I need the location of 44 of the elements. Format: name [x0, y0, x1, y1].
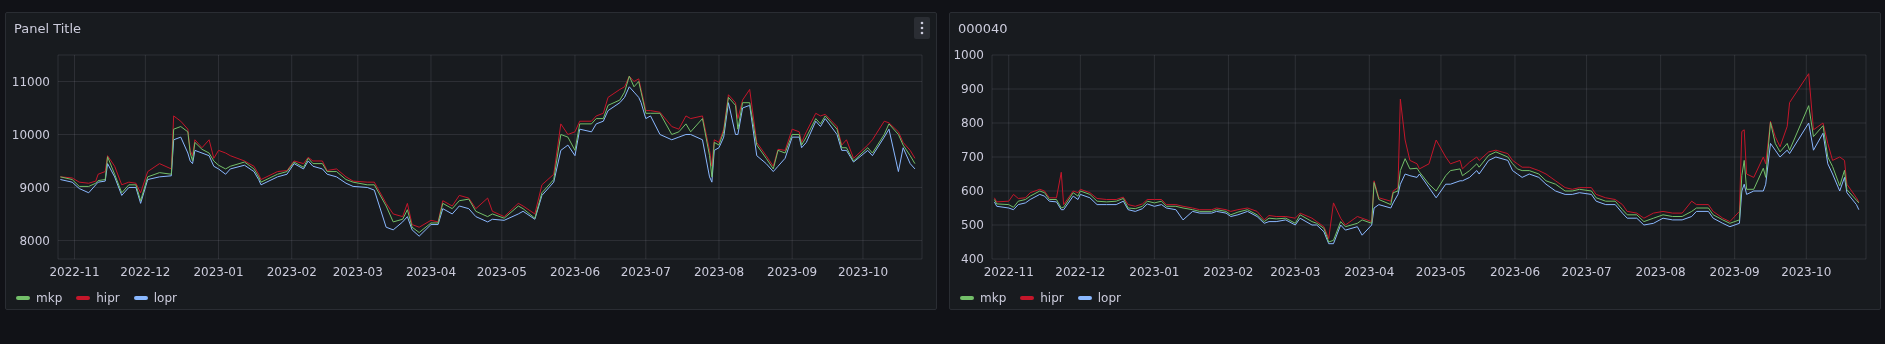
x-tick-label: 2023-08: [1635, 264, 1686, 279]
x-tick-label: 2023-04: [405, 264, 457, 279]
legend-label: lopr: [1097, 291, 1121, 305]
x-tick-label: 2023-06: [1489, 264, 1541, 279]
y-tick-label: 10000: [11, 127, 50, 142]
y-tick-label: 800: [961, 116, 984, 131]
x-tick-label: 2023-02: [266, 264, 317, 279]
legend-label: mkp: [36, 291, 63, 305]
x-tick-label: 2023-07: [620, 264, 671, 279]
x-tick-label: 2023-05: [476, 264, 527, 279]
x-tick-label: 2023-01: [1129, 264, 1180, 279]
legend-label: lopr: [153, 291, 177, 305]
x-tick-label: 2023-03: [332, 264, 383, 279]
x-tick-label: 2023-01: [193, 264, 244, 279]
x-tick-label: 2022-11: [983, 264, 1034, 279]
chart-title: 000040: [957, 19, 1009, 38]
y-tick-label: 500: [961, 218, 984, 233]
x-tick-label: 2023-09: [1709, 264, 1760, 279]
y-tick-label: 11000: [11, 74, 50, 89]
y-tick-label: 1000: [953, 48, 984, 63]
x-tick-label: 2022-11: [49, 264, 100, 279]
x-tick-label: 2023-03: [1270, 264, 1321, 279]
chart-title: Panel Title: [13, 19, 83, 38]
legend-label: mkp: [980, 291, 1007, 305]
line-series: [993, 73, 1860, 240]
x-tick-label: 2023-10: [837, 264, 889, 279]
x-tick-label: 2023-05: [1415, 264, 1467, 279]
x-tick-label: 2023-10: [1781, 264, 1832, 279]
y-tick-label: 400: [961, 252, 984, 267]
x-tick-label: 2022-12: [1055, 264, 1106, 279]
x-tick-label: 2023-09: [767, 264, 818, 279]
x-tick-label: 2023-07: [1561, 264, 1612, 279]
y-tick-label: 9000: [19, 180, 50, 195]
x-tick-label: 2023-08: [693, 264, 745, 279]
x-tick-label: 2023-06: [549, 264, 601, 279]
x-tick-label: 2023-04: [1344, 264, 1395, 279]
y-tick-label: 700: [961, 150, 984, 165]
y-tick-label: 8000: [19, 233, 50, 248]
y-tick-label: 600: [961, 184, 984, 199]
legend-label: hipr: [96, 291, 120, 305]
y-tick-label: 900: [961, 82, 984, 97]
x-tick-label: 2023-02: [1203, 264, 1254, 279]
x-tick-label: 2022-12: [120, 264, 171, 279]
legend-label: hipr: [1040, 291, 1064, 305]
